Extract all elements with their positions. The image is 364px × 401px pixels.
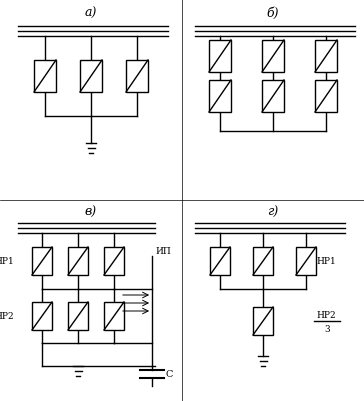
Bar <box>126 61 148 93</box>
Bar <box>262 81 284 113</box>
Bar <box>32 247 52 275</box>
Bar <box>296 247 316 275</box>
Bar <box>32 302 52 330</box>
Bar <box>34 61 56 93</box>
Text: НР2: НР2 <box>0 312 14 321</box>
Bar <box>209 81 231 113</box>
Bar <box>210 247 230 275</box>
Text: в): в) <box>85 205 97 219</box>
Text: НР1: НР1 <box>316 257 336 266</box>
Bar <box>104 247 124 275</box>
Text: г): г) <box>268 205 278 219</box>
Bar <box>253 307 273 335</box>
Bar <box>209 41 231 73</box>
Bar <box>315 41 337 73</box>
Text: 3: 3 <box>324 325 330 334</box>
Bar <box>315 81 337 113</box>
Bar <box>68 247 88 275</box>
Bar <box>80 61 102 93</box>
Bar <box>253 247 273 275</box>
Text: НР1: НР1 <box>0 257 14 266</box>
Text: ИП: ИП <box>155 247 171 256</box>
Text: б): б) <box>267 7 279 20</box>
Bar <box>68 302 88 330</box>
Bar <box>104 302 124 330</box>
Text: С: С <box>166 370 173 379</box>
Bar <box>262 41 284 73</box>
Text: НР2: НР2 <box>316 311 336 320</box>
Text: а): а) <box>85 7 97 20</box>
